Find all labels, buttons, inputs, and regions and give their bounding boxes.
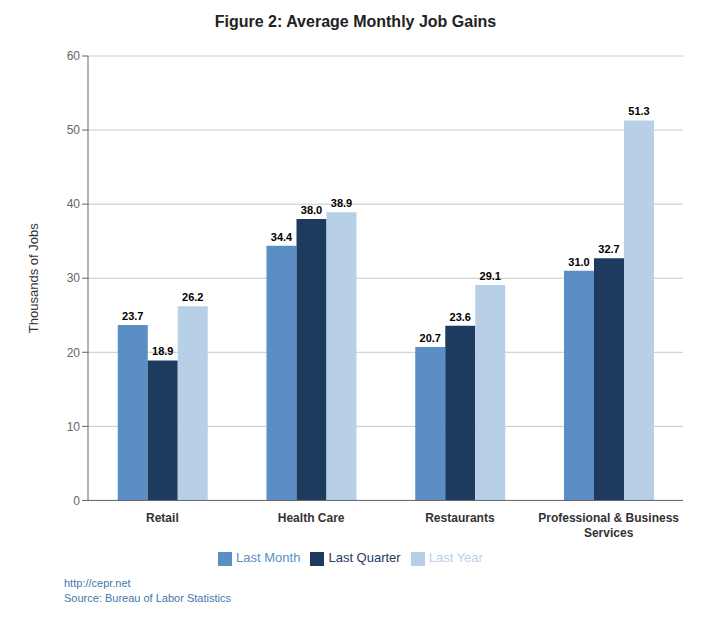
svg-text:Thousands of Jobs: Thousands of Jobs [26, 223, 41, 333]
svg-text:23.7: 23.7 [122, 310, 143, 322]
svg-text:10: 10 [67, 420, 81, 434]
html-text:Last Month: Last Month [236, 550, 301, 566]
svg-text:32.7: 32.7 [598, 243, 619, 255]
html-text:http://cepr.net: http://cepr.net [64, 577, 131, 589]
svg-text:38.9: 38.9 [331, 197, 352, 209]
svg-text:18.9: 18.9 [152, 345, 173, 357]
html-text:Source: Bureau of Labor Statis: Source: Bureau of Labor Statistics [64, 592, 231, 604]
svg-text:38.0: 38.0 [301, 204, 322, 216]
html-text:Figure 2: Average Monthly Job: Figure 2: Average Monthly Job Gains [214, 13, 497, 30]
svg-text:23.6: 23.6 [450, 311, 471, 323]
svg-text:51.3: 51.3 [628, 105, 649, 117]
svg-text:Health Care: Health Care [278, 511, 345, 525]
svg-text:20: 20 [67, 346, 81, 360]
svg-text:50: 50 [67, 123, 81, 137]
svg-text:Retail: Retail [146, 511, 179, 525]
svg-text:Professional & BusinessService: Professional & BusinessServices [538, 511, 679, 540]
svg-text:31.0: 31.0 [568, 256, 589, 268]
svg-text:0: 0 [73, 494, 80, 508]
svg-text:Restaurants: Restaurants [425, 511, 495, 525]
svg-text:20.7: 20.7 [420, 332, 441, 344]
svg-text:26.2: 26.2 [182, 291, 203, 303]
html-text:Last Quarter: Last Quarter [328, 550, 401, 566]
svg-text:40: 40 [67, 197, 81, 211]
svg-text:29.1: 29.1 [480, 270, 501, 282]
svg-text:30: 30 [67, 271, 81, 285]
svg-text:34.4: 34.4 [271, 231, 293, 243]
svg-text:60: 60 [67, 49, 81, 63]
html-text:Last Year: Last Year [428, 550, 483, 566]
